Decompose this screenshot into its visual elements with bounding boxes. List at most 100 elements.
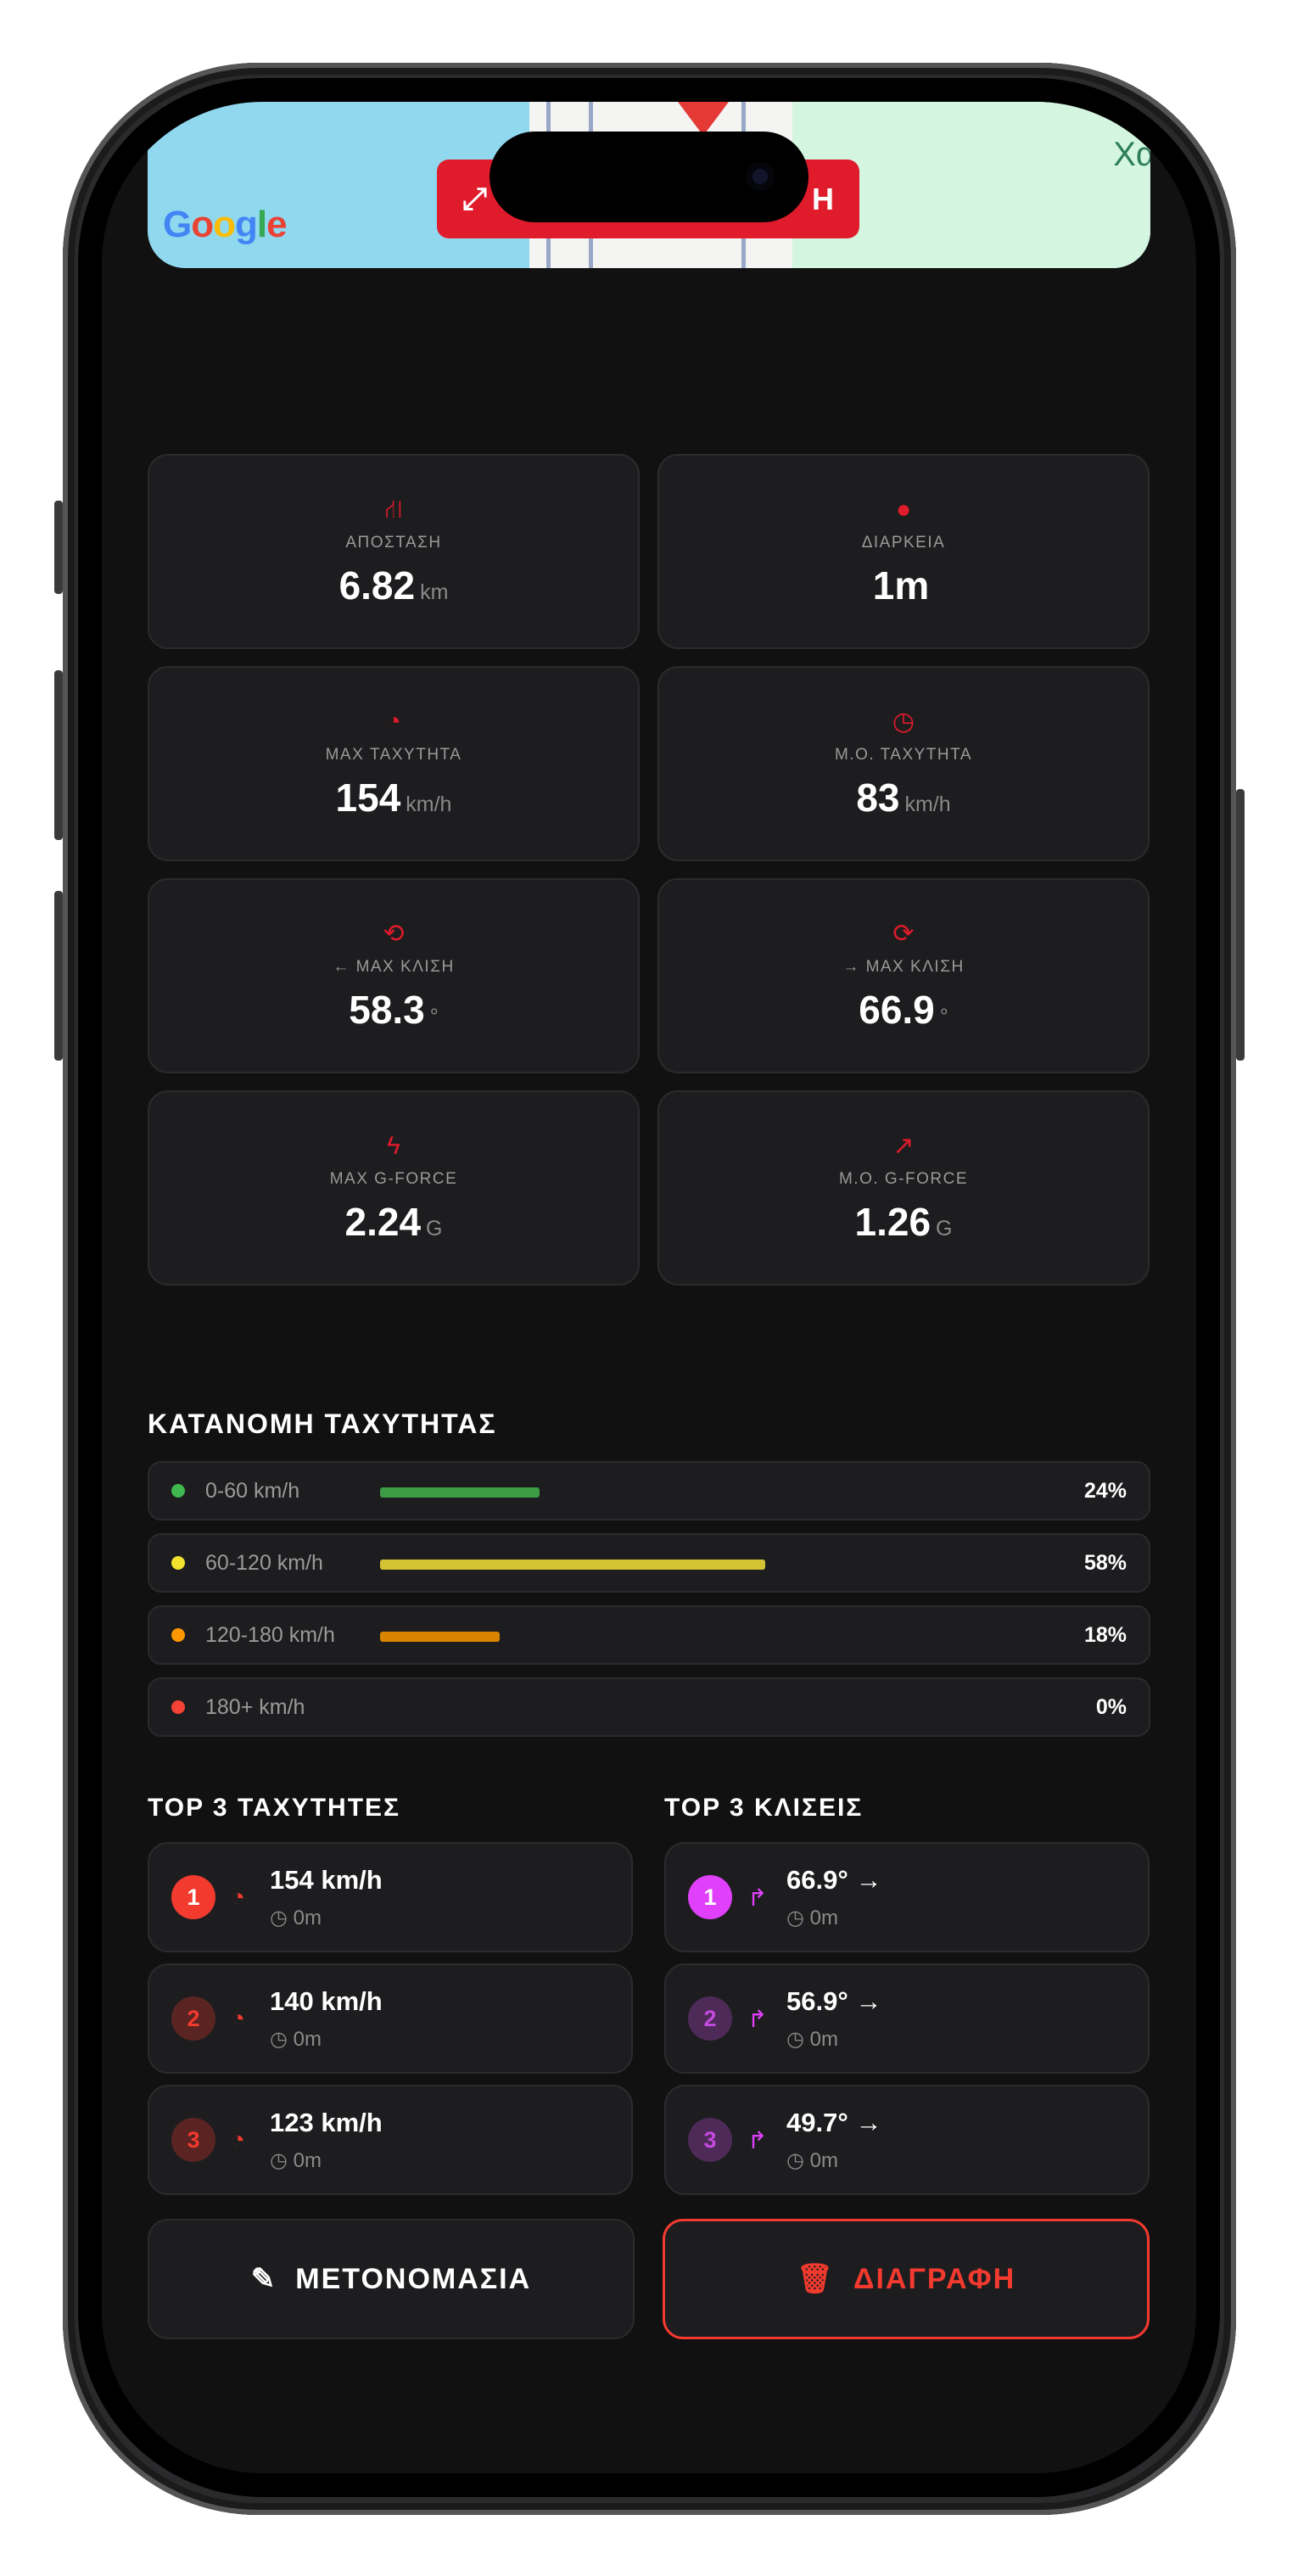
stat-card: ⛙ ΑΠΟΣΤΑΣΗ 6.82 km bbox=[148, 454, 640, 649]
range-bar bbox=[380, 1487, 1043, 1498]
range-label: 60-120 km/h bbox=[205, 1550, 323, 1575]
range-bar-fill bbox=[380, 1560, 765, 1570]
stat-unit: km/h bbox=[406, 792, 452, 816]
distribution-title: ΚΑΤΑΝΟΜΗ ΤΑΧΥΤΗΤΑΣ bbox=[148, 1408, 497, 1439]
range-label: 120-180 km/h bbox=[205, 1622, 335, 1647]
range-color-dot bbox=[171, 1484, 185, 1498]
google-logo: Google bbox=[163, 204, 288, 245]
stat-value: 154 km/h bbox=[335, 776, 452, 820]
action-button bbox=[54, 501, 63, 594]
speed-range-row: 0-60 km/h 24% bbox=[148, 1461, 1150, 1520]
delete-button[interactable]: 🗑 ΔΙΑΓΡΑΦΗ bbox=[663, 2219, 1150, 2339]
stat-unit: G bbox=[936, 1217, 953, 1240]
speedometer-icon: ◔ bbox=[231, 1884, 245, 1910]
rename-button[interactable]: ✎ ΜΕΤΟΝΟΜΑΣΙΑ bbox=[148, 2219, 635, 2339]
stat-unit: ° bbox=[939, 1005, 948, 1028]
speedometer-icon: ◔ bbox=[231, 2126, 245, 2153]
expand-icon: ⤢ bbox=[462, 181, 487, 216]
dynamic-island bbox=[490, 132, 808, 222]
top-speeds-title: TOP 3 ΤΑΧΥΤΗΤΕΣ bbox=[148, 1794, 401, 1822]
range-label: 180+ km/h bbox=[205, 1694, 305, 1719]
clock-icon: ● bbox=[895, 496, 912, 524]
range-percent: 24% bbox=[1083, 1478, 1127, 1503]
stat-label: ΔΙΑΡΚΕΙΑ bbox=[861, 534, 946, 552]
item-value: 123 km/h bbox=[270, 2107, 383, 2137]
map-place-label: Χα bbox=[1113, 136, 1150, 173]
stat-label: ΑΠΟΣΤΑΣΗ bbox=[345, 534, 442, 552]
item-time: ◷ 0m bbox=[270, 2148, 322, 2172]
avg-speed-icon: ◷ bbox=[892, 708, 915, 736]
item-value: 49.7° → bbox=[786, 2107, 882, 2137]
item-time: ◷ 0m bbox=[270, 2027, 322, 2051]
top-lean-item[interactable]: 3 ↱ 49.7° → ◷ 0m bbox=[664, 2085, 1150, 2195]
item-time: ◷ 0m bbox=[270, 1906, 322, 1929]
camera-icon bbox=[746, 162, 775, 191]
lean-arrow-icon: ↱ bbox=[747, 2126, 768, 2153]
stat-label: ← MAX ΚΛΙΣΗ bbox=[333, 958, 455, 976]
bolt-icon: ϟ bbox=[387, 1132, 400, 1160]
volume-down-button bbox=[54, 891, 63, 1061]
stat-card: ⟲ ← MAX ΚΛΙΣΗ 58.3 ° bbox=[148, 878, 640, 1073]
speed-range-row: 120-180 km/h 18% bbox=[148, 1605, 1150, 1665]
stat-label: MAX ΤΑΧΥΤΗΤΑ bbox=[325, 746, 462, 764]
stat-label: Μ.Ο. ΤΑΧΥΤΗΤΑ bbox=[834, 746, 972, 764]
pencil-icon: ✎ bbox=[250, 2263, 277, 2295]
stat-label: MAX G-FORCE bbox=[329, 1170, 458, 1188]
top-speed-item[interactable]: 1 ◔ 154 km/h ◷ 0m bbox=[148, 1842, 633, 1952]
item-value: 154 km/h bbox=[270, 1864, 383, 1895]
stat-card: ◔ MAX ΤΑΧΥΤΗΤΑ 154 km/h bbox=[148, 666, 640, 861]
stat-unit: km bbox=[420, 580, 449, 604]
range-percent: 0% bbox=[1095, 1694, 1127, 1719]
volume-up-button bbox=[54, 670, 63, 840]
rotate-left-icon: ⟲ bbox=[383, 920, 405, 948]
stat-value: 66.9 ° bbox=[859, 988, 948, 1032]
range-color-dot bbox=[171, 1556, 185, 1570]
top-leans-title: TOP 3 ΚΛΙΣΕΙΣ bbox=[664, 1794, 864, 1822]
stat-card: ◷ Μ.Ο. ΤΑΧΥΤΗΤΑ 83 km/h bbox=[657, 666, 1150, 861]
speed-range-row: 60-120 km/h 58% bbox=[148, 1533, 1150, 1593]
rank-badge: 3 bbox=[688, 2118, 732, 2162]
stat-value: 83 km/h bbox=[856, 776, 951, 820]
item-value: 66.9° → bbox=[786, 1864, 882, 1895]
top-speed-item[interactable]: 2 ◔ 140 km/h ◷ 0m bbox=[148, 1963, 633, 2074]
lean-arrow-icon: ↱ bbox=[747, 2005, 768, 2032]
stat-value: 1m bbox=[872, 563, 930, 608]
item-value: 56.9° → bbox=[786, 1985, 882, 2016]
screen: Google Χα ⤢ Η ⛙ ΑΠΟΣΤΑΣΗ 6.82 km ● ΔΙΑΡΚΕΙ… bbox=[102, 102, 1196, 2473]
top-lean-item[interactable]: 1 ↱ 66.9° → ◷ 0m bbox=[664, 1842, 1150, 1952]
rank-badge: 2 bbox=[688, 1996, 732, 2041]
clock-icon: ◷ bbox=[786, 1906, 810, 1929]
range-percent: 18% bbox=[1083, 1622, 1127, 1647]
trash-icon: 🗑 bbox=[796, 2263, 836, 2295]
rank-badge: 2 bbox=[171, 1996, 215, 2041]
route-icon: ⛙ bbox=[384, 496, 403, 524]
range-bar bbox=[380, 1560, 1043, 1570]
trend-icon: ↗ bbox=[892, 1132, 915, 1160]
speed-range-row: 180+ km/h 0% bbox=[148, 1677, 1150, 1737]
clock-icon: ◷ bbox=[270, 2027, 294, 2051]
stat-label: → MAX ΚΛΙΣΗ bbox=[842, 958, 965, 976]
power-button bbox=[1236, 789, 1245, 1061]
range-bar bbox=[380, 1704, 1043, 1714]
stat-value: 58.3 ° bbox=[349, 988, 439, 1032]
clock-icon: ◷ bbox=[270, 2148, 294, 2172]
speedometer-icon: ◔ bbox=[385, 708, 402, 736]
clock-icon: ◷ bbox=[786, 2148, 810, 2172]
top-lean-item[interactable]: 2 ↱ 56.9° → ◷ 0m bbox=[664, 1963, 1150, 2074]
stat-card: ⟳ → MAX ΚΛΙΣΗ 66.9 ° bbox=[657, 878, 1150, 1073]
stat-label: Μ.Ο. G-FORCE bbox=[838, 1170, 969, 1188]
item-value: 140 km/h bbox=[270, 1985, 383, 2016]
range-bar-fill bbox=[380, 1632, 500, 1642]
range-bar bbox=[380, 1632, 1043, 1642]
rotate-right-icon: ⟳ bbox=[892, 920, 915, 948]
stat-unit: ° bbox=[429, 1005, 439, 1028]
range-label: 0-60 km/h bbox=[205, 1478, 300, 1503]
stat-card: ϟ MAX G-FORCE 2.24 G bbox=[148, 1090, 640, 1285]
rank-badge: 3 bbox=[171, 2118, 215, 2162]
stat-card: ↗ Μ.Ο. G-FORCE 1.26 G bbox=[657, 1090, 1150, 1285]
top-speed-item[interactable]: 3 ◔ 123 km/h ◷ 0m bbox=[148, 2085, 633, 2195]
range-color-dot bbox=[171, 1628, 185, 1642]
lean-arrow-icon: ↱ bbox=[747, 1884, 768, 1911]
range-bar-fill bbox=[380, 1487, 540, 1498]
stat-value: 2.24 G bbox=[344, 1200, 443, 1244]
